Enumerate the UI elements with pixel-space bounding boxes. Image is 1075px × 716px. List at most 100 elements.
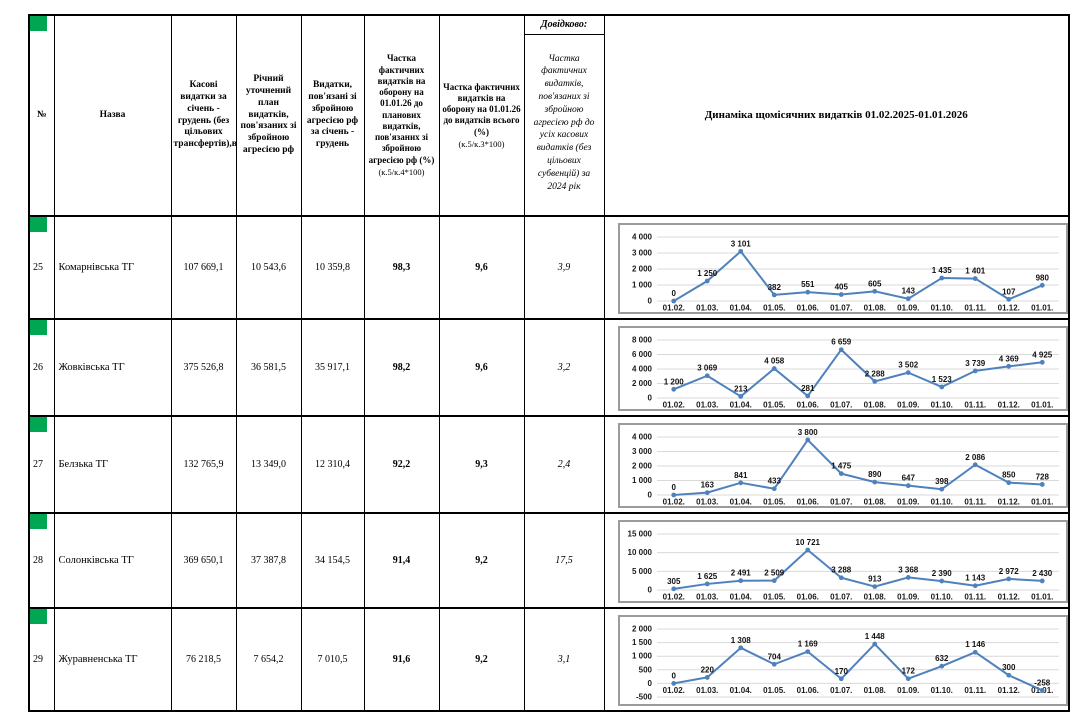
svg-text:107: 107: [1002, 287, 1016, 296]
svg-text:01.05.: 01.05.: [763, 304, 785, 313]
svg-text:01.02.: 01.02.: [662, 304, 684, 313]
header-share-of-total: Частка фактичних видатків на оборону на …: [438, 14, 525, 217]
header-share-of-plan-label: Частка фактичних видатків на оборону на …: [368, 53, 435, 165]
share-of-plan-value: 91,6: [363, 607, 440, 712]
svg-text:980: 980: [1035, 273, 1049, 282]
svg-text:01.06.: 01.06.: [796, 304, 818, 313]
aggression-expenses-value: 10 359,8: [300, 215, 365, 320]
header-share-of-plan-formula: (к.5/к.4*100): [378, 166, 425, 177]
svg-text:01.08.: 01.08.: [863, 686, 885, 695]
chart-cell: 0 1 000 2 000 3 000 4 000 01.02. 01.03. 01.04. 0…: [603, 415, 1070, 514]
svg-text:841: 841: [734, 471, 748, 480]
svg-text:01.06.: 01.06.: [796, 593, 818, 602]
svg-text:6 000: 6 000: [631, 350, 652, 359]
svg-text:01.02.: 01.02.: [662, 498, 684, 507]
svg-text:2 390: 2 390: [931, 569, 952, 578]
svg-text:170: 170: [834, 667, 848, 676]
table-row: 28 Солонківська ТГ 369 650,1 37 387,8 34 154…: [28, 512, 1070, 609]
svg-text:01.08.: 01.08.: [863, 593, 885, 602]
svg-text:1 143: 1 143: [965, 574, 986, 583]
svg-text:163: 163: [700, 481, 714, 490]
svg-text:01.03.: 01.03.: [696, 593, 718, 602]
svg-text:01.12.: 01.12.: [997, 593, 1019, 602]
row-number: 26: [28, 318, 55, 417]
table-header: № Назва Касові видатки за січень - груде…: [28, 14, 1070, 217]
svg-text:3 101: 3 101: [730, 239, 751, 248]
row-marker-green: [30, 217, 47, 232]
svg-text:0: 0: [647, 297, 652, 306]
svg-text:0: 0: [647, 491, 652, 500]
header-share-of-total-label: Частка фактичних видатків на оборону на …: [442, 81, 521, 137]
share-of-total-value: 9,2: [438, 607, 525, 712]
svg-text:01.08.: 01.08.: [863, 304, 885, 313]
svg-text:4 369: 4 369: [998, 354, 1019, 363]
svg-text:01.02.: 01.02.: [662, 593, 684, 602]
svg-text:405: 405: [834, 283, 848, 292]
svg-text:01.10.: 01.10.: [930, 304, 952, 313]
header-share-of-total-formula: (к.5/к.3*100): [458, 138, 505, 149]
row-marker-green: [30, 417, 47, 432]
svg-text:632: 632: [935, 654, 949, 663]
svg-text:01.09.: 01.09.: [897, 593, 919, 602]
svg-text:143: 143: [901, 287, 915, 296]
svg-text:01.10.: 01.10.: [930, 401, 952, 410]
svg-text:1 250: 1 250: [697, 269, 718, 278]
svg-text:5 000: 5 000: [631, 567, 652, 576]
svg-text:01.12.: 01.12.: [997, 498, 1019, 507]
reference-2024-value: 2,4: [523, 415, 605, 514]
hromada-name: Комарнівська ТГ: [53, 215, 172, 320]
header-name: Назва: [53, 14, 172, 217]
svg-text:2 000: 2 000: [631, 462, 652, 471]
svg-text:1 146: 1 146: [965, 640, 986, 649]
svg-text:01.10.: 01.10.: [930, 686, 952, 695]
table-row: 29 Журавненська ТГ 76 218,5 7 654,2 7 010,5 9…: [28, 607, 1070, 712]
chart-cell: 0 5 000 10 000 15 000 01.02. 01.03. 01.04. 01.0…: [603, 512, 1070, 609]
svg-text:2 086: 2 086: [965, 453, 986, 462]
row-marker-green: [30, 16, 47, 31]
svg-text:01.04.: 01.04.: [729, 498, 751, 507]
svg-text:0: 0: [671, 289, 676, 298]
svg-text:01.08.: 01.08.: [863, 498, 885, 507]
svg-text:4 925: 4 925: [1032, 350, 1053, 359]
svg-text:01.02.: 01.02.: [662, 401, 684, 410]
monthly-expense-dynamics-chart: 0 1 000 2 000 3 000 4 000 01.02. 01.03. 01.04. 0…: [617, 423, 1068, 508]
svg-text:01.07.: 01.07.: [830, 498, 852, 507]
svg-text:2 000: 2 000: [631, 625, 652, 634]
svg-text:01.10.: 01.10.: [930, 498, 952, 507]
svg-text:0: 0: [647, 394, 652, 403]
svg-text:300: 300: [1002, 663, 1016, 672]
row-number: 25: [28, 215, 55, 320]
svg-text:0: 0: [647, 679, 652, 688]
svg-text:01.04.: 01.04.: [729, 304, 751, 313]
chart-column-title: Динаміка щомісячних видатків 01.02.2025-…: [704, 108, 968, 121]
svg-text:281: 281: [801, 384, 815, 393]
row-marker-green: [30, 320, 47, 335]
svg-text:01.11.: 01.11.: [964, 498, 986, 507]
svg-text:01.12.: 01.12.: [997, 401, 1019, 410]
row-number: 27: [28, 415, 55, 514]
hromada-name: Жовківська ТГ: [53, 318, 172, 417]
svg-text:305: 305: [667, 577, 681, 586]
cash-expenses-value: 107 669,1: [170, 215, 237, 320]
header-cash-expenses: Касові видатки за січень - грудень (без …: [170, 14, 237, 217]
cash-expenses-value: 132 765,9: [170, 415, 237, 514]
svg-text:01.07.: 01.07.: [830, 401, 852, 410]
svg-text:01.04.: 01.04.: [729, 593, 751, 602]
cash-expenses-value: 76 218,5: [170, 607, 237, 712]
svg-text:0: 0: [671, 671, 676, 680]
aggression-expenses-value: 7 010,5: [300, 607, 365, 712]
svg-text:398: 398: [935, 477, 949, 486]
svg-text:2 972: 2 972: [998, 567, 1019, 576]
svg-text:8 000: 8 000: [631, 336, 652, 345]
svg-text:01.11.: 01.11.: [964, 401, 986, 410]
svg-text:01.03.: 01.03.: [696, 686, 718, 695]
chart-cell: 0 1 000 2 000 3 000 4 000 01.02. 01.03. 01.04. 0…: [603, 215, 1070, 320]
svg-text:01.06.: 01.06.: [796, 686, 818, 695]
svg-text:01.12.: 01.12.: [997, 686, 1019, 695]
hromada-name: Белзька ТГ: [53, 415, 172, 514]
aggression-expenses-value: 35 917,1: [300, 318, 365, 417]
svg-text:3 502: 3 502: [898, 361, 919, 370]
annual-plan-value: 36 581,5: [235, 318, 302, 417]
svg-text:3 288: 3 288: [831, 566, 852, 575]
reference-2024-value: 3,2: [523, 318, 605, 417]
